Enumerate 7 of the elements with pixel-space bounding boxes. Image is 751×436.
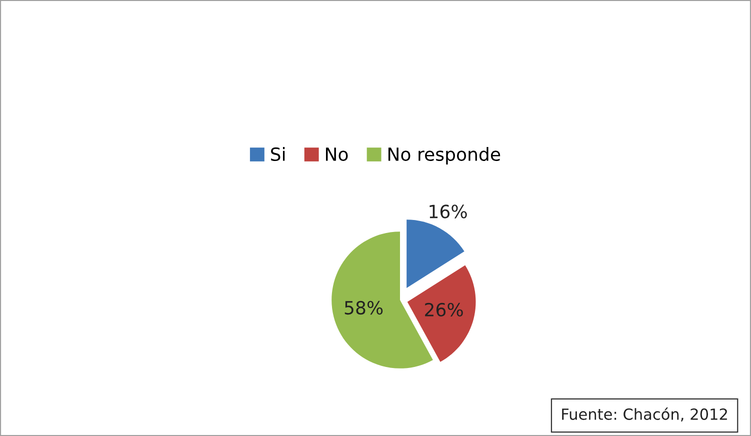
data-label: 58%	[344, 300, 383, 315]
data-label: 16%	[430, 204, 467, 218]
legend-label: No	[326, 148, 348, 162]
legend-label: Si	[271, 147, 285, 162]
data-label: 26%	[425, 302, 463, 316]
legend-label: No responde	[388, 147, 500, 165]
source-note: Fuente: Chacón, 2012	[562, 408, 727, 422]
